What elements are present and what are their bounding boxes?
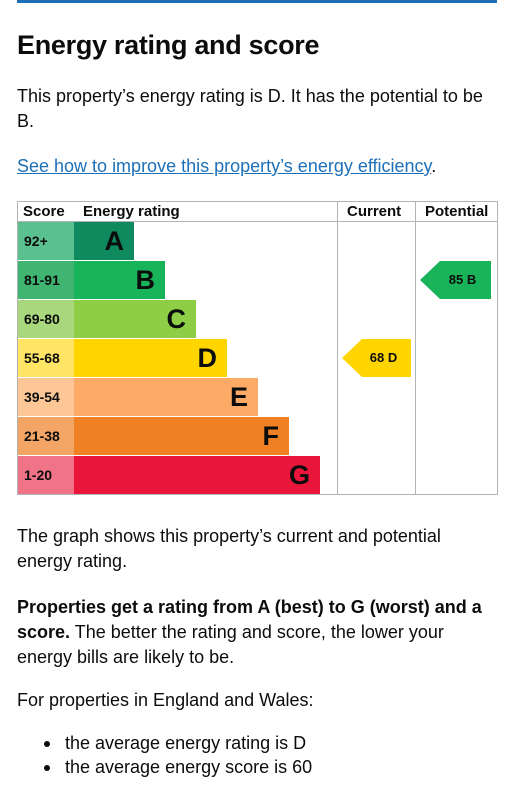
list-item: the average energy rating is D <box>43 731 312 755</box>
band-bar-e: E <box>74 378 258 416</box>
band-bar-f: F <box>74 417 289 455</box>
band-bar-d: D <box>74 339 227 377</box>
band-score-range: 69-80 <box>18 300 74 338</box>
rating-explanation: Properties get a rating from A (best) to… <box>17 595 497 670</box>
averages-list: the average energy rating is D the avera… <box>17 731 312 779</box>
band-score-range: 1-20 <box>18 456 74 494</box>
intro-text: This property’s energy rating is D. It h… <box>17 86 483 131</box>
band-score-range: 92+ <box>18 222 74 260</box>
energy-rating-graph: Score Energy rating Current Potential 92… <box>17 201 498 495</box>
regions-text: For properties in England and Wales: <box>17 690 314 710</box>
band-score-range: 55-68 <box>18 339 74 377</box>
header-divider <box>17 221 498 222</box>
header-score: Score <box>23 203 65 220</box>
band-bar-b: B <box>74 261 165 299</box>
rating-explanation-rest: The better the rating and score, the low… <box>17 622 444 667</box>
header-current: Current <box>347 203 402 220</box>
band-bar-a: A <box>74 222 134 260</box>
header-potential: Potential <box>425 203 489 220</box>
page-title: Energy rating and score <box>17 30 320 60</box>
graph-border <box>17 201 498 495</box>
improve-suffix: . <box>431 156 437 176</box>
header-energy-rating: Energy rating <box>83 203 180 220</box>
rating-explanation-strong: Properties get a rating from A (best) to… <box>17 597 482 642</box>
improve-efficiency-link[interactable]: See how to improve this property’s energ… <box>17 156 432 176</box>
improve-paragraph: See how to improve this property’s energ… <box>17 154 436 179</box>
top-accent-bar <box>17 0 497 3</box>
list-item: the average energy score is 60 <box>43 757 313 777</box>
potential-column-divider <box>415 201 416 495</box>
graph-description: The graph shows this property’s current … <box>17 526 441 571</box>
band-score-range: 81-91 <box>18 261 74 299</box>
band-score-range: 21-38 <box>18 417 74 455</box>
band-bar-g: G <box>74 456 320 494</box>
band-bar-c: C <box>74 300 196 338</box>
band-score-range: 39-54 <box>18 378 74 416</box>
current-column-divider <box>337 201 338 495</box>
